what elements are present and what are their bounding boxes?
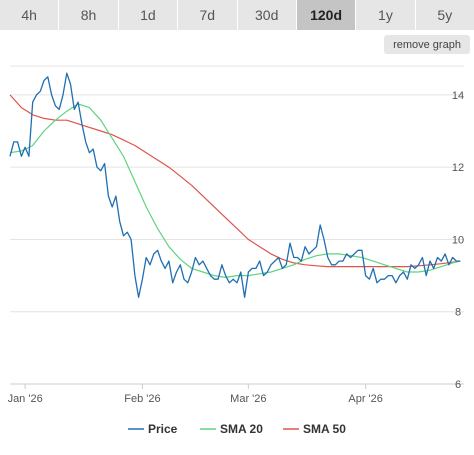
y-tick-label: 8 (455, 307, 461, 319)
remove-graph-button[interactable]: remove graph (384, 35, 470, 54)
tab-1y[interactable]: 1y (356, 0, 416, 30)
tab-30d[interactable]: 30d (237, 0, 297, 30)
tab-120d[interactable]: 120d (296, 0, 357, 30)
y-tick-label: 6 (455, 379, 461, 391)
y-tick-label: 12 (452, 162, 464, 174)
price-series-line (9, 72, 461, 298)
sma-50-legend-label[interactable]: SMA 50 (303, 422, 346, 436)
y-tick-label: 14 (452, 90, 464, 102)
x-tick-label: Feb '26 (124, 393, 160, 405)
y-tick-label: 10 (452, 234, 464, 246)
price-legend-label[interactable]: Price (148, 422, 178, 436)
sma-20-legend-label[interactable]: SMA 20 (220, 422, 263, 436)
tab-7d[interactable]: 7d (178, 0, 238, 30)
sma-50-series-line (9, 94, 461, 268)
x-tick-label: Apr '26 (348, 393, 383, 405)
time-range-tabs: 4h 8h 1d 7d 30d 120d 1y 5y (0, 0, 474, 30)
x-tick-label: Jan '26 (8, 393, 43, 405)
tab-8h[interactable]: 8h (59, 0, 119, 30)
tab-4h[interactable]: 4h (0, 0, 60, 30)
x-tick-label: Mar '26 (230, 393, 266, 405)
tab-1d[interactable]: 1d (118, 0, 179, 30)
tab-5y[interactable]: 5y (415, 0, 474, 30)
sma-20-series-line (9, 103, 461, 278)
